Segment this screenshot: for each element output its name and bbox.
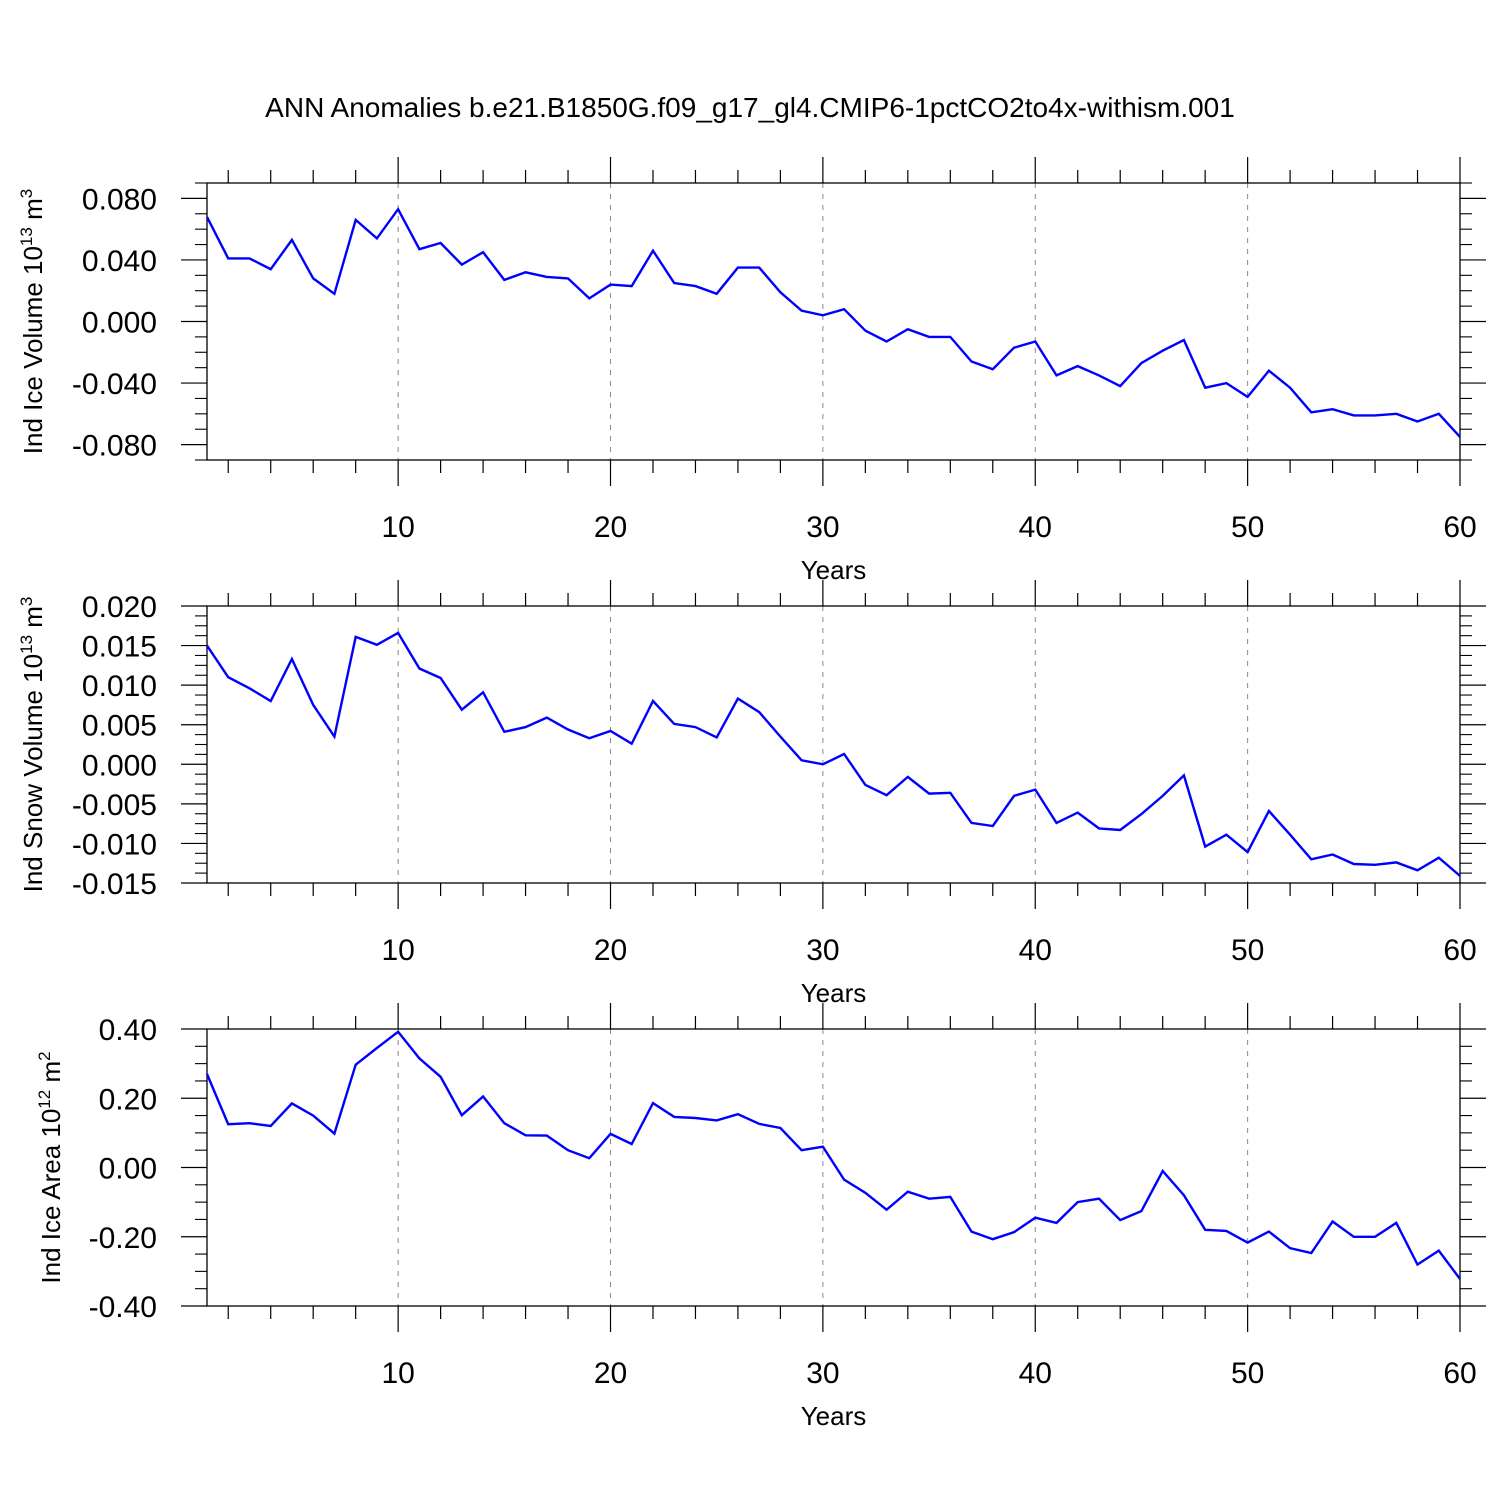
panel-snow-volume: -0.015 -0.010 -0.005 0.000 0.005 0.010 0.015 0.…	[17, 580, 1486, 1008]
panel-ice-area: -0.40 -0.20 0.00 0.20 0.40 10 20 30 40 50 60 Years I…	[35, 1003, 1486, 1431]
x-tick-label: 40	[1019, 511, 1052, 544]
y-axis-title: Ind Snow Volume 1013 m3	[17, 597, 48, 893]
y-tick-label: -0.040	[72, 368, 157, 401]
y-tick-label: 0.015	[82, 631, 157, 664]
y-tick-label: -0.080	[72, 430, 157, 463]
y-axis-title: Ind Ice Area 1012 m2	[35, 1051, 66, 1283]
y-tick-label: 0.40	[99, 1014, 157, 1047]
x-tick-label: 50	[1231, 934, 1264, 967]
x-axis-title: Years	[801, 978, 867, 1008]
x-tick-label: 30	[806, 1357, 839, 1390]
y-tick-label: 0.20	[99, 1083, 157, 1116]
plot-frame	[206, 1028, 1461, 1307]
x-tick-label: 20	[594, 511, 627, 544]
x-tick-label: 40	[1019, 1357, 1052, 1390]
x-tick-label: 30	[806, 934, 839, 967]
x-tick-label: 60	[1443, 1357, 1476, 1390]
x-tick-label: 60	[1443, 934, 1476, 967]
y-tick-label: 0.000	[82, 749, 157, 782]
y-tick-label: 0.080	[82, 183, 157, 216]
y-tick-label: -0.40	[89, 1291, 157, 1324]
y-tick-label: -0.010	[72, 828, 157, 861]
y-tick-label: 0.000	[82, 307, 157, 340]
x-tick-label: 40	[1019, 934, 1052, 967]
x-tick-label: 10	[381, 934, 414, 967]
y-tick-label: 0.010	[82, 670, 157, 703]
x-tick-label: 20	[594, 1357, 627, 1390]
series-line	[205, 1030, 1461, 1280]
y-tick-label: 0.020	[82, 591, 157, 624]
y-tick-label: -0.005	[72, 789, 157, 822]
x-tick-label: 50	[1231, 1357, 1264, 1390]
y-tick-label: 0.040	[82, 245, 157, 278]
plot-frame	[206, 605, 1461, 884]
y-tick-label: -0.20	[89, 1222, 157, 1255]
page-title: ANN Anomalies b.e21.B1850G.f09_g17_gl4.C…	[265, 92, 1235, 123]
x-tick-label: 60	[1443, 511, 1476, 544]
x-tick-label: 10	[381, 1357, 414, 1390]
series-line	[206, 631, 1461, 877]
x-tick-label: 50	[1231, 511, 1264, 544]
x-axis-title: Years	[801, 1401, 867, 1431]
plot-frame	[206, 182, 1461, 461]
y-axis-title: Ind Ice Volume 1013 m3	[17, 189, 48, 454]
x-tick-label: 20	[594, 934, 627, 967]
y-tick-label: 0.00	[99, 1153, 157, 1186]
y-tick-label: -0.015	[72, 868, 157, 901]
x-tick-label: 30	[806, 511, 839, 544]
x-axis-title: Years	[801, 555, 867, 585]
y-tick-label: 0.005	[82, 710, 157, 743]
series-line	[205, 206, 1461, 438]
panel-ice-volume: -0.080 -0.040 0.000 0.040 0.080 10 20 30 40 50 60 Y…	[17, 157, 1486, 585]
x-tick-label: 10	[381, 511, 414, 544]
